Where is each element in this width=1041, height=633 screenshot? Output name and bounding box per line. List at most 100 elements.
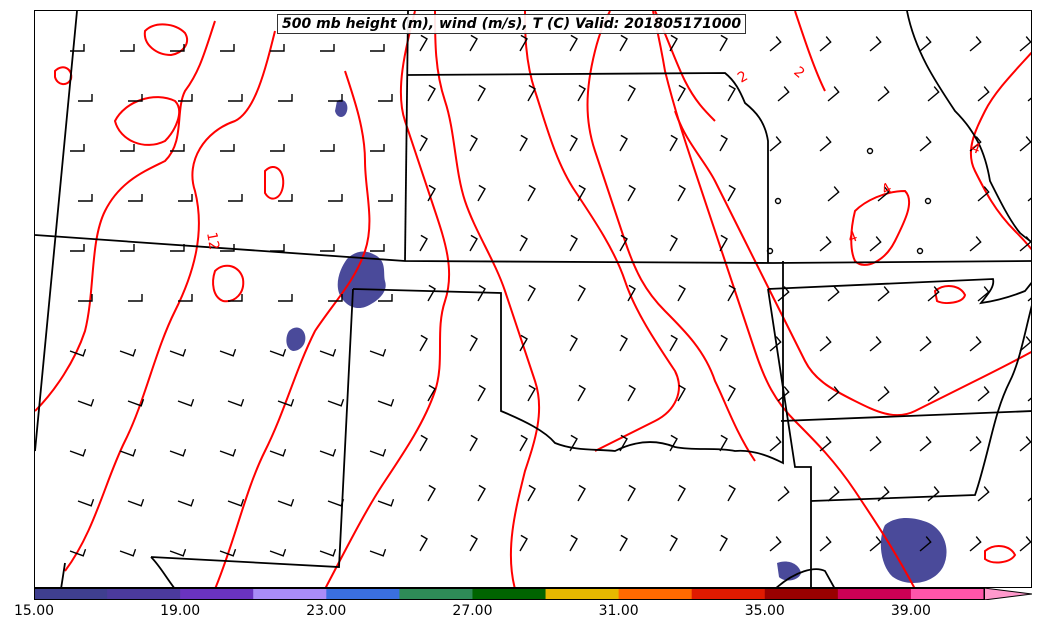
colorbar-cell — [34, 588, 108, 600]
map-panel: 2 2 4 4 4 12 — [34, 10, 1032, 588]
wind-barb — [477, 484, 486, 502]
wind-barb — [827, 86, 840, 102]
wind-barb — [328, 194, 343, 202]
wind-barb — [120, 144, 135, 152]
contour-line — [264, 166, 285, 200]
wind-barb — [170, 244, 185, 252]
contour-label: 2 — [790, 64, 807, 82]
border-line — [780, 410, 1031, 422]
wind-barb — [227, 398, 245, 407]
wind-barb — [77, 498, 95, 507]
border-line — [767, 278, 1031, 305]
temperature-contours — [35, 11, 1031, 587]
wind-barb — [619, 334, 628, 352]
wind-barb — [70, 144, 85, 152]
wind-barb — [877, 86, 890, 102]
contour-line — [674, 110, 1031, 417]
wind-barb — [869, 236, 882, 252]
wind-barb — [669, 234, 678, 252]
wind-barb — [469, 34, 478, 52]
wind-barb — [319, 348, 337, 357]
colorbar-cell — [545, 588, 620, 600]
colorbar-tick-label: 19.00 — [160, 603, 201, 619]
wind-barb — [369, 348, 387, 357]
colorbar-cells — [34, 588, 1032, 600]
wind-barb — [969, 236, 982, 252]
wind-barb — [577, 184, 586, 202]
contour-labels: 2 2 4 4 4 12 — [203, 64, 983, 251]
wind-barb — [569, 434, 578, 452]
wind-barb — [370, 244, 385, 252]
wind-barbs — [69, 34, 1031, 557]
wind-barb — [569, 134, 578, 152]
calm-wind-circle — [766, 247, 774, 255]
wind-barb — [127, 398, 145, 407]
wind-barb — [527, 284, 536, 302]
wind-barb — [619, 234, 628, 252]
wind-barb — [120, 244, 135, 252]
contour-line — [969, 51, 1031, 251]
wind-barb — [619, 34, 628, 52]
wind-barb — [769, 36, 782, 52]
wind-barb — [278, 94, 293, 102]
contour-line — [434, 11, 541, 587]
colorbar-tick-label: 35.00 — [744, 603, 785, 619]
contour-line — [113, 96, 181, 146]
contour-line — [933, 285, 967, 304]
wind-barb — [969, 436, 982, 452]
wind-barb — [569, 34, 578, 52]
wind-barb — [477, 184, 486, 202]
wind-barb — [627, 284, 636, 302]
wind-barb — [320, 144, 335, 152]
wind-barb — [419, 134, 428, 152]
wind-barb — [877, 386, 890, 402]
wind-barb — [369, 548, 387, 557]
wind-barb — [419, 234, 428, 252]
wind-barb — [927, 86, 940, 102]
wind-barb — [827, 286, 840, 302]
wind-barb — [627, 484, 636, 502]
wind-barb — [69, 348, 87, 357]
wind-barb — [220, 44, 235, 52]
contour-label: 4 — [846, 229, 860, 247]
wind-barb — [1027, 197, 1031, 202]
wind-barb — [228, 294, 243, 302]
wind-barb — [270, 44, 285, 52]
wind-barb — [819, 536, 832, 552]
wind-barb — [228, 94, 243, 102]
wind-barb — [669, 34, 678, 52]
wind-barb — [627, 84, 636, 102]
contour-line — [324, 11, 451, 587]
wind-barb — [169, 448, 187, 457]
wind-barb — [427, 484, 436, 502]
contour-line — [984, 545, 1017, 564]
wind-barb — [219, 548, 237, 557]
wind-barb — [819, 436, 832, 452]
wind-barb — [128, 294, 143, 302]
wind-barb — [320, 44, 335, 52]
wind-barb — [427, 384, 436, 402]
wind-barb — [378, 294, 393, 302]
wind-barb — [78, 294, 93, 302]
wind-barb — [270, 144, 285, 152]
wind-barb — [869, 536, 882, 552]
contour-line — [35, 20, 216, 412]
wind-barb — [877, 286, 890, 302]
border-line — [776, 568, 835, 587]
wind-barb — [819, 36, 832, 52]
wind-barb — [119, 348, 137, 357]
wind-barb — [819, 136, 832, 152]
wind-barb — [969, 136, 982, 152]
wind-barb — [78, 94, 93, 102]
contour-line — [850, 189, 911, 266]
wind-barb — [78, 194, 93, 202]
political-borders — [35, 11, 1031, 587]
wind-barb — [719, 334, 728, 352]
contour-label: 12 — [203, 231, 222, 251]
wind-barb — [777, 386, 790, 402]
colorbar-cell — [472, 588, 547, 600]
wind-barb — [877, 486, 890, 502]
wind-barb — [370, 44, 385, 52]
wind-barb — [69, 448, 87, 457]
colorbar-cell — [326, 588, 400, 600]
